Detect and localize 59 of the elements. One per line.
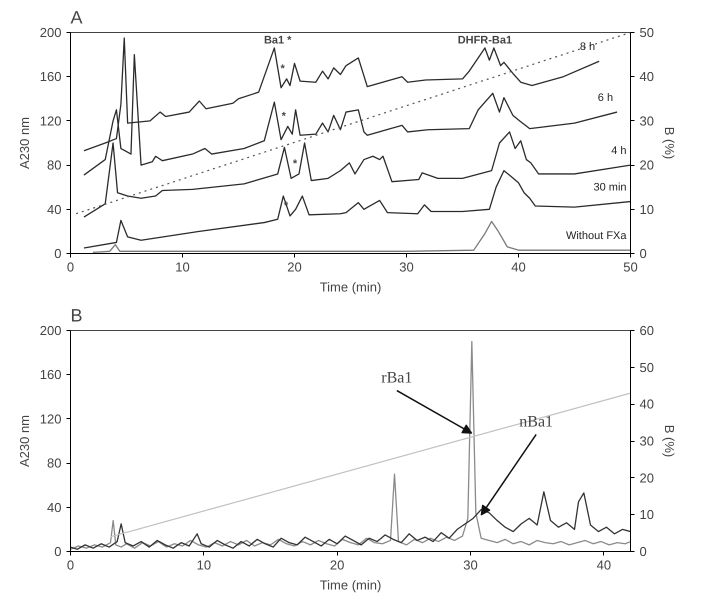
y2-tick-label: 20	[640, 158, 654, 173]
y2-tick-label: 10	[640, 507, 654, 522]
chart-title: B	[70, 306, 83, 326]
y-axis-title: A230 nm	[16, 116, 32, 170]
annotation: *	[282, 110, 287, 122]
y2-tick-label: 30	[640, 113, 654, 128]
x-tick-label: 20	[287, 260, 302, 274]
series-label: 4 h	[611, 145, 627, 158]
y-tick-label: 200	[40, 25, 62, 40]
y2-tick-label: 10	[640, 202, 654, 217]
line-series	[92, 220, 630, 254]
annotation: DHFR-Ba1	[458, 34, 512, 46]
x-axis-title: Time (min)	[320, 280, 382, 294]
y2-tick-label: 20	[640, 470, 654, 486]
y-tick-label: 0	[54, 544, 62, 559]
y-tick-label: 160	[40, 69, 62, 84]
x-tick-label: 30	[463, 558, 478, 572]
annotation: Ba1 *	[264, 34, 292, 46]
y-tick-label: 200	[40, 323, 62, 338]
x-tick-label: 40	[596, 558, 612, 572]
y2-axis-title: B (%)	[662, 424, 677, 458]
y2-tick-label: 50	[640, 360, 654, 375]
line-series	[83, 131, 630, 218]
x-tick-label: 0	[66, 260, 74, 274]
y2-tick-label: 40	[640, 69, 654, 84]
x-tick-label: 30	[399, 260, 414, 274]
y-tick-label: 0	[54, 246, 62, 261]
chart-title: A	[70, 8, 83, 28]
x-tick-label: 10	[196, 558, 212, 572]
series-label: 8 h	[580, 41, 596, 54]
annotation: *	[280, 62, 286, 75]
y-tick-label: 80	[47, 158, 62, 173]
y2-tick-label: 40	[640, 396, 654, 412]
y-tick-label: 40	[47, 500, 62, 515]
annotation: rBa1	[381, 370, 412, 387]
y2-tick-label: 50	[640, 25, 654, 40]
series-label: 6 h	[598, 92, 614, 104]
y2-tick-label: 60	[640, 323, 654, 338]
y2-axis-title: B (%)	[662, 126, 677, 160]
series-label: 30 min	[593, 182, 627, 194]
x-tick-label: 50	[623, 260, 638, 274]
y-tick-label: 160	[40, 367, 62, 382]
x-tick-label: 20	[330, 558, 344, 572]
y-tick-label: 80	[47, 456, 62, 471]
y2-tick-label: 0	[640, 544, 647, 559]
y2-tick-label: 30	[640, 434, 654, 448]
annotation: nBa1	[519, 413, 554, 430]
y-axis-title: A230 nm	[16, 414, 32, 468]
x-axis-title: Time (min)	[320, 578, 382, 592]
series-label: Without FXa	[566, 230, 628, 242]
x-tick-label: 0	[66, 558, 74, 572]
x-tick-label: 10	[175, 260, 190, 274]
y-tick-label: 40	[47, 202, 62, 217]
x-tick-label: 40	[511, 260, 526, 274]
annotation: *	[292, 158, 298, 170]
y-tick-label: 120	[40, 113, 62, 128]
y2-tick-label: 0	[640, 246, 647, 261]
line-series	[83, 170, 630, 249]
y-tick-label: 120	[40, 411, 62, 426]
